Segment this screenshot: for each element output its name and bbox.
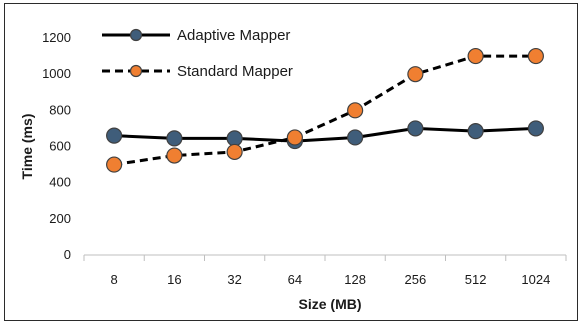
- data-point-0-7: [527, 120, 544, 137]
- data-point-1-2: [226, 143, 243, 161]
- legend: Adaptive Mapper Standard Mapper: [102, 27, 293, 80]
- series-line-0: [114, 126, 536, 143]
- data-point-1-4: [347, 102, 364, 119]
- x-axis-ticks: 8 16 32 64 128 256 512 1024: [83, 255, 567, 287]
- x-tick-label-128: 128: [344, 272, 366, 287]
- data-point-1-7: [527, 47, 544, 65]
- x-tick-label-256: 256: [405, 272, 427, 287]
- x-tick-label-32: 32: [227, 272, 241, 287]
- series-layer: [106, 47, 544, 173]
- y-tick-label-200: 200: [49, 211, 71, 226]
- x-tick-label-16: 16: [167, 272, 181, 287]
- x-tick-label-512: 512: [465, 272, 487, 287]
- data-point-1-6: [467, 47, 484, 65]
- data-point-0-4: [347, 129, 364, 146]
- x-tick-label-64: 64: [288, 272, 302, 287]
- y-tick-label-0: 0: [64, 247, 71, 262]
- data-point-0-1: [166, 130, 183, 147]
- y-tick-label-1200: 1200: [42, 30, 71, 45]
- data-point-0-2: [226, 130, 243, 147]
- x-tick-label-8: 8: [111, 272, 118, 287]
- legend-label-1: Standard Mapper: [177, 63, 293, 80]
- legend-swatch-marker-0: [129, 28, 143, 42]
- y-tick-label-800: 800: [49, 102, 71, 117]
- legend-swatch-marker-1: [129, 64, 143, 78]
- x-axis-title: Size (MB): [299, 296, 362, 312]
- data-point-0-0: [106, 127, 123, 144]
- y-tick-label-400: 400: [49, 175, 71, 190]
- series-line-1: [113, 54, 536, 167]
- data-point-1-1: [166, 147, 183, 164]
- data-point-1-3: [286, 129, 303, 146]
- data-point-1-5: [407, 66, 424, 83]
- y-axis-title: Time (ms): [19, 114, 35, 180]
- data-point-1-0: [106, 156, 123, 173]
- y-tick-label-600: 600: [49, 139, 71, 154]
- y-tick-label-1000: 1000: [42, 66, 71, 81]
- x-tick-label-1024: 1024: [521, 272, 550, 287]
- legend-label-0: Adaptive Mapper: [177, 27, 290, 44]
- data-point-0-5: [407, 120, 424, 137]
- y-axis-ticks: 0 200 400 600 800 1000 1200: [42, 30, 71, 262]
- data-point-0-6: [467, 123, 484, 140]
